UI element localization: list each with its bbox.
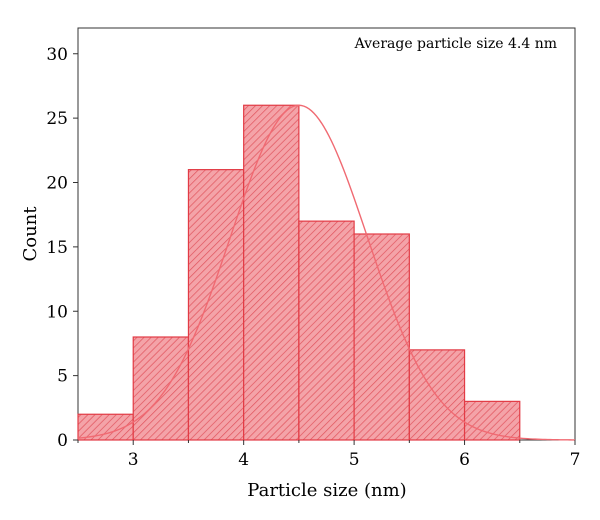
histogram-bar [243, 104, 300, 441]
histogram-bar [408, 349, 466, 441]
x-tick-label: 3 [128, 450, 139, 470]
y-tick-label: 15 [46, 238, 68, 258]
histogram-bar [132, 336, 190, 441]
y-axis-title: Count [20, 206, 41, 262]
y-tick-label: 20 [46, 174, 68, 194]
histogram-bar [187, 169, 245, 441]
average-size-annotation: Average particle size 4.4 nm [354, 36, 557, 52]
x-axis-title: Particle size (nm) [247, 480, 406, 501]
histogram-bar [298, 220, 355, 441]
y-tick-label: 25 [46, 109, 68, 129]
x-tick-label: 5 [349, 450, 360, 470]
x-tick-label: 7 [570, 450, 581, 470]
y-tick-label: 5 [57, 367, 68, 387]
y-tick-label: 10 [46, 302, 68, 322]
histogram-bars [77, 104, 521, 441]
axes: 3 4 5 6 7 0 5 10 15 20 25 30 [46, 45, 580, 470]
histogram-bar [353, 233, 410, 441]
gaussian-fit-curve [77, 104, 576, 441]
y-tick-label: 0 [57, 431, 68, 451]
x-tick-label: 6 [459, 450, 470, 470]
y-tick-label: 30 [46, 45, 68, 65]
x-tick-label: 4 [238, 450, 249, 470]
